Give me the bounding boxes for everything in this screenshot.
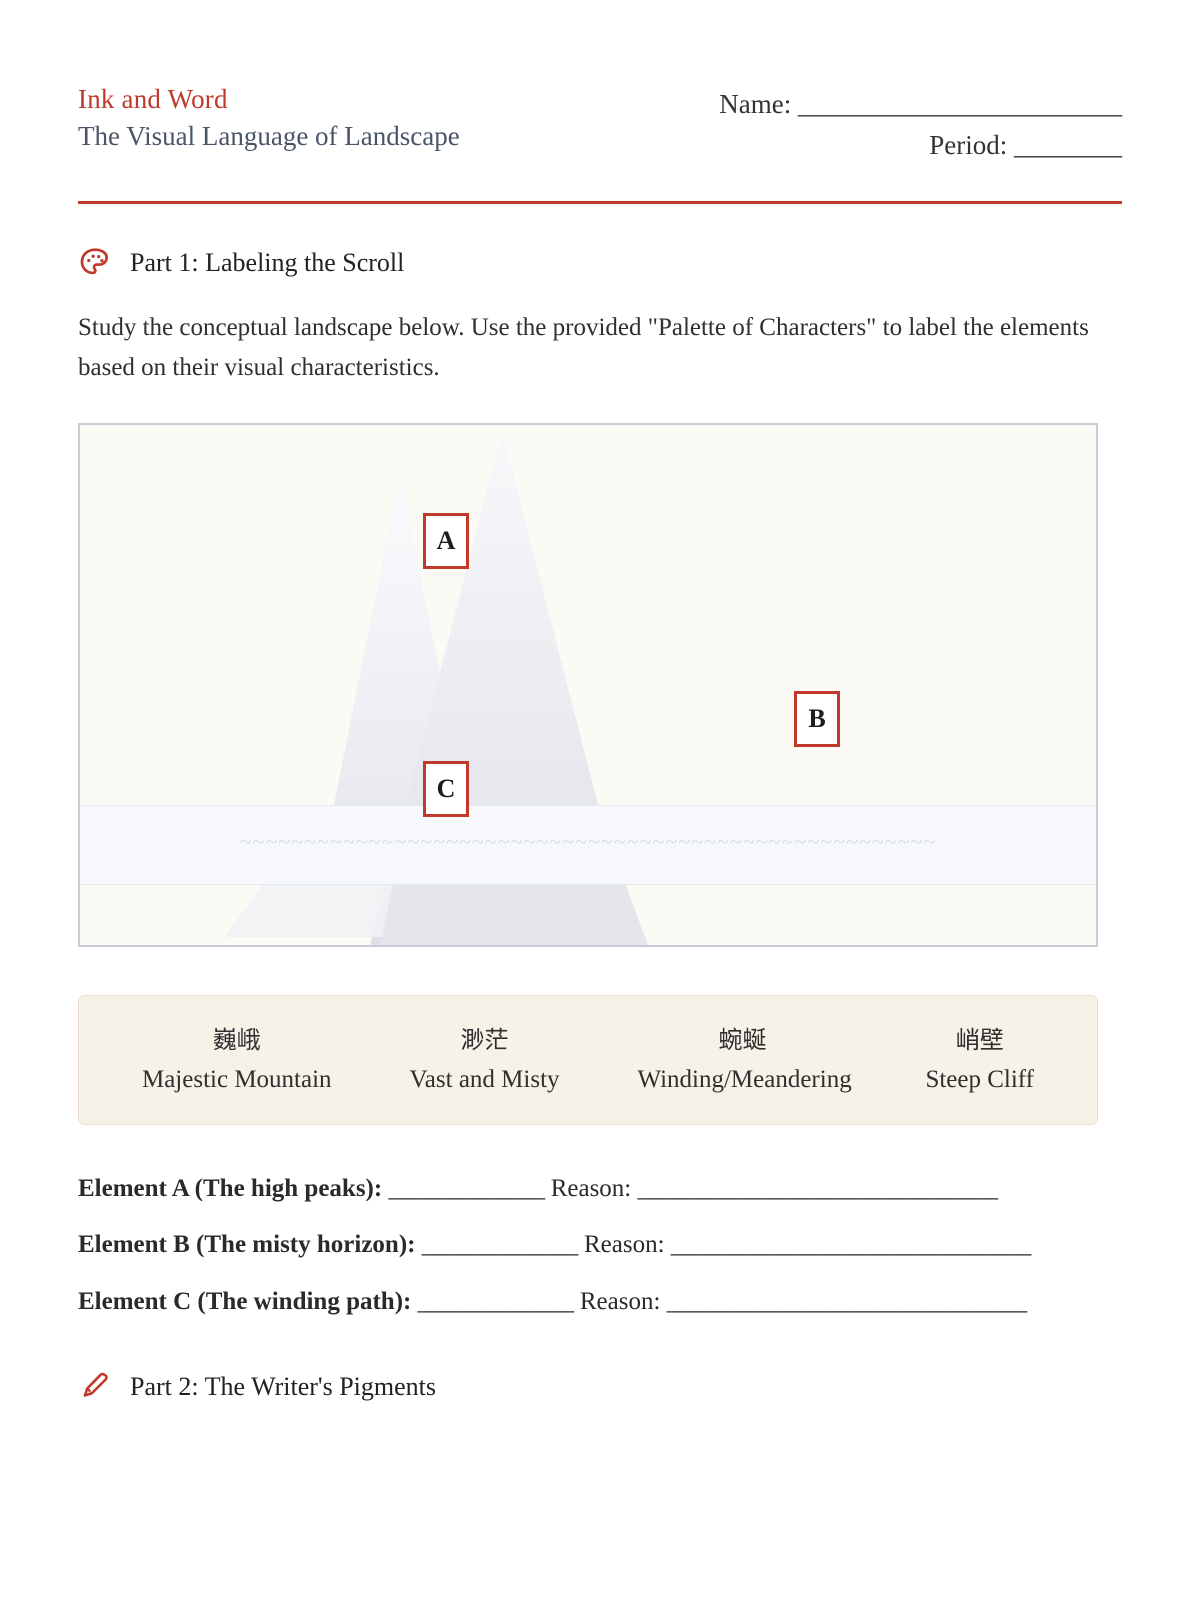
- header-divider: [78, 201, 1122, 204]
- misty-horizon-band: ~~~~~~~~~~~~~~~~~~~~~~~~~~~~~~~~~~~~~~~~…: [80, 805, 1096, 885]
- brand-block: Ink and Word The Visual Language of Land…: [78, 78, 460, 155]
- landscape-illustration: ~~~~~~~~~~~~~~~~~~~~~~~~~~~~~~~~~~~~~~~~…: [78, 423, 1098, 947]
- answer-blank-a-1[interactable]: _____________: [388, 1174, 545, 1202]
- scene-label-c[interactable]: C: [423, 761, 469, 817]
- palette-english: Steep Cliff: [925, 1066, 1035, 1093]
- part2-title: Part 2: The Writer's Pigments: [130, 1371, 436, 1401]
- scene-label-b[interactable]: B: [794, 691, 840, 747]
- palette-icon: [80, 248, 108, 275]
- name-field[interactable]: Name: ________________________: [719, 89, 1122, 119]
- answer-row-a[interactable]: Element A (The high peaks): ____________…: [78, 1169, 1098, 1210]
- answer-label-a: Element A (The high peaks):: [78, 1174, 383, 1202]
- brush-pen-icon: [83, 1372, 108, 1397]
- part1-instructions: Study the conceptual landscape below. Us…: [78, 314, 1089, 381]
- answer-label-b: Element B (The misty horizon):: [78, 1231, 416, 1258]
- reason-label-a: Reason:: [550, 1174, 632, 1202]
- palette-english: Winding/Meandering: [637, 1066, 852, 1093]
- answer-blank-c-1[interactable]: _____________: [417, 1287, 575, 1315]
- answer-row-c[interactable]: Element C (The winding path): __________…: [78, 1282, 1098, 1323]
- period-field[interactable]: Period: ________: [929, 129, 1122, 160]
- palette-english: Majestic Mountain: [141, 1066, 332, 1093]
- worksheet-header: Ink and Word The Visual Language of Land…: [78, 78, 1122, 165]
- brand-title: Ink and Word: [78, 84, 228, 114]
- part2-heading: Part 2: The Writer's Pigments: [78, 1370, 1122, 1404]
- palette-item[interactable]: 峭壁 Steep Cliff: [925, 1022, 1034, 1098]
- palette-item[interactable]: 蜿蜒 Winding/Meandering: [637, 1022, 852, 1098]
- student-fields: Name: ________________________ Period: _…: [719, 78, 1122, 165]
- water-wave-marks: ~~~~~~~~~~~~~~~~~~~~~~~~~~~~~~~~~~~~~~~~…: [239, 828, 937, 854]
- palette-item[interactable]: 巍峨 Majestic Mountain: [142, 1022, 332, 1098]
- palette-of-characters: 巍峨 Majestic Mountain 渺茫 Vast and Misty 蜿…: [78, 995, 1098, 1125]
- answer-label-c: Element C (The winding path):: [78, 1287, 412, 1315]
- answer-blank-b-2[interactable]: ______________________________: [670, 1231, 1032, 1258]
- part1-heading: Part 1: Labeling the Scroll: [78, 246, 1122, 280]
- palette-item[interactable]: 渺茫 Vast and Misty: [410, 1022, 560, 1098]
- palette-english: Vast and Misty: [409, 1066, 560, 1093]
- palette-han: 蜿蜒: [718, 1026, 767, 1054]
- answer-blank-a-2[interactable]: ______________________________: [637, 1174, 999, 1202]
- answer-section: Element A (The high peaks): ____________…: [78, 1169, 1122, 1323]
- worksheet-subtitle: The Visual Language of Landscape: [78, 120, 460, 151]
- reason-label-c: Reason:: [579, 1287, 661, 1315]
- answer-blank-c-2[interactable]: ______________________________: [666, 1287, 1028, 1315]
- palette-han: 峭壁: [955, 1026, 1004, 1054]
- palette-han: 巍峨: [212, 1026, 261, 1054]
- part1-title: Part 1: Labeling the Scroll: [130, 247, 405, 277]
- palette-han: 渺茫: [460, 1026, 509, 1054]
- answer-blank-b-1[interactable]: _____________: [421, 1231, 579, 1258]
- answer-row-b[interactable]: Element B (The misty horizon): _________…: [78, 1225, 1098, 1266]
- scene-label-a[interactable]: A: [423, 513, 469, 569]
- reason-label-b: Reason:: [583, 1231, 665, 1258]
